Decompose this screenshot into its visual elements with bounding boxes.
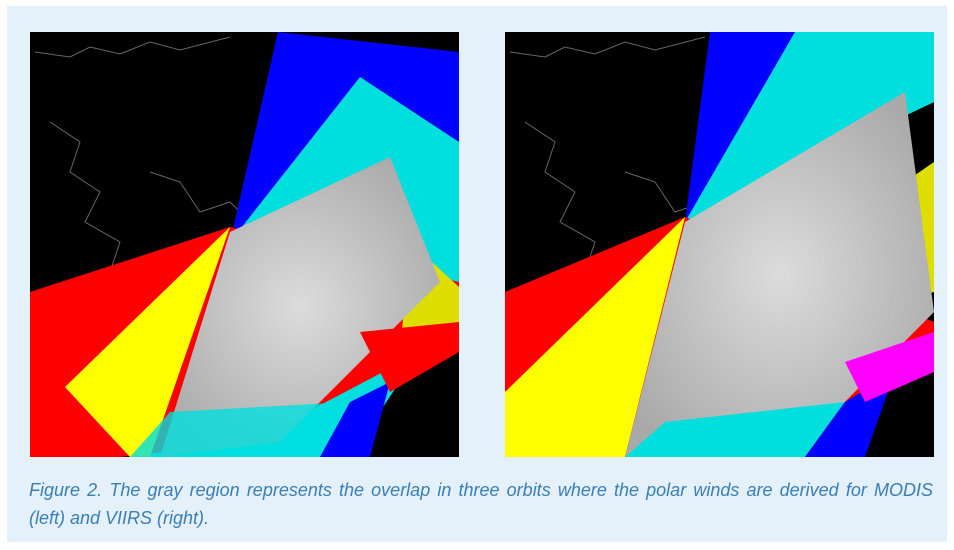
viirs-overlap-image <box>505 32 934 457</box>
figure-panel: Figure 2. The gray region represents the… <box>7 6 947 542</box>
modis-swath-map <box>30 32 459 457</box>
modis-overlap-image <box>30 32 459 457</box>
figure-caption: Figure 2. The gray region represents the… <box>29 480 933 528</box>
viirs-swath-map <box>505 32 934 457</box>
